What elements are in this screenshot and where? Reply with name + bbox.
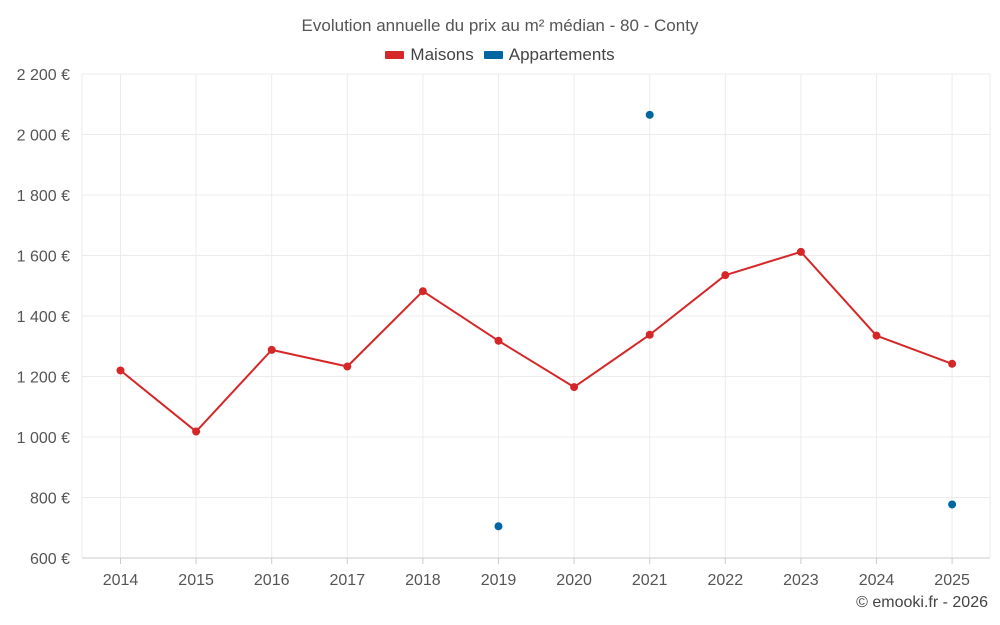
legend-item-appartements[interactable]: Appartements [483, 45, 615, 65]
x-tick-label: 2021 [632, 572, 668, 589]
data-point-maisons-2020[interactable] [570, 383, 579, 392]
x-tick-label: 2023 [783, 572, 819, 589]
x-tick-label: 2020 [556, 572, 592, 589]
data-point-appartements-2025[interactable] [948, 500, 957, 509]
chart-title: Evolution annuelle du prix au m² médian … [301, 16, 699, 35]
x-tick-label: 2019 [481, 572, 517, 589]
y-tick-label: 1 000 € [17, 430, 70, 447]
x-tick-label: 2018 [405, 572, 441, 589]
y-tick-label: 1 400 € [17, 309, 70, 326]
credit-text: © emooki.fr - 2026 [856, 594, 988, 611]
data-point-appartements-2021[interactable] [645, 110, 654, 119]
x-axis: 2014 2015 2016 2017 2018 2019 2020 2021 2022 2023… [82, 557, 990, 589]
x-tick-label: 2017 [330, 572, 366, 589]
data-point-maisons-2016[interactable] [267, 345, 276, 354]
data-point-maisons-2019[interactable] [494, 336, 503, 345]
legend-label-maisons: Maisons [410, 45, 474, 64]
data-point-maisons-2017[interactable] [343, 362, 352, 371]
data-point-maisons-2021[interactable] [645, 330, 654, 339]
data-point-maisons-2022[interactable] [721, 271, 730, 280]
data-point-maisons-2024[interactable] [872, 331, 881, 340]
y-tick-label: 1 600 € [17, 249, 70, 266]
data-point-maisons-2018[interactable] [418, 287, 427, 296]
legend-swatch-appartements [483, 51, 503, 59]
data-point-appartements-2019[interactable] [494, 522, 503, 531]
legend-swatch-maisons [385, 51, 405, 59]
series-line-maisons [119, 250, 953, 433]
y-tick-label: 1 800 € [17, 188, 70, 205]
chart-legend: Maisons Appartements [0, 45, 1000, 65]
data-point-maisons-2014[interactable] [116, 366, 125, 375]
x-tick-label: 2015 [178, 572, 214, 589]
x-tick-label: 2016 [254, 572, 290, 589]
series-layer [116, 110, 957, 531]
y-tick-label: 2 200 € [17, 67, 70, 84]
x-tick-label: 2014 [103, 572, 139, 589]
data-point-maisons-2025[interactable] [948, 359, 957, 368]
legend-label-appartements: Appartements [508, 45, 615, 64]
data-point-maisons-2015[interactable] [192, 427, 201, 436]
x-tick-label: 2025 [934, 572, 970, 589]
x-tick-label: 2022 [708, 572, 744, 589]
y-tick-label: 800 € [30, 491, 70, 508]
data-point-maisons-2023[interactable] [796, 247, 805, 256]
y-axis: 600 € 800 € 1 000 € 1 200 € 1 400 € 1 600 € 1 … [17, 67, 70, 568]
y-tick-label: 1 200 € [17, 370, 70, 387]
y-tick-label: 2 000 € [17, 128, 70, 145]
y-tick-label: 600 € [30, 551, 70, 568]
grid-lines [81, 73, 991, 559]
x-tick-label: 2024 [859, 572, 895, 589]
legend-item-maisons[interactable]: Maisons [385, 45, 474, 65]
